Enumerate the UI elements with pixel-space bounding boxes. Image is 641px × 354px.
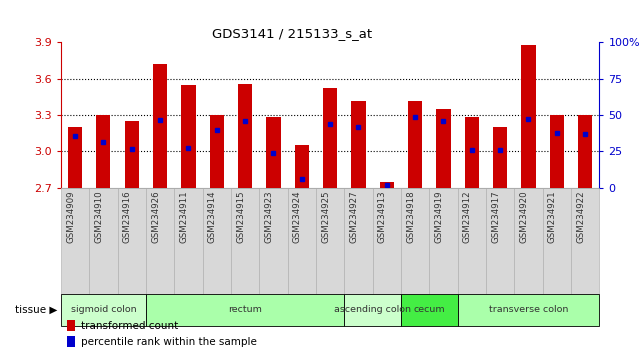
Bar [550, 115, 564, 188]
Bar [316, 188, 344, 294]
Bar [238, 84, 252, 188]
Bar [465, 118, 479, 188]
Text: GSM234912: GSM234912 [463, 191, 472, 244]
Bar [210, 115, 224, 188]
Bar [578, 115, 592, 188]
Bar [408, 101, 422, 188]
Bar [372, 188, 401, 294]
Bar [174, 188, 203, 294]
Bar [146, 188, 174, 294]
Text: GSM234917: GSM234917 [491, 191, 500, 244]
Bar [379, 182, 394, 188]
Title: GDS3141 / 215133_s_at: GDS3141 / 215133_s_at [212, 27, 372, 40]
Text: transverse colon: transverse colon [489, 305, 568, 314]
Text: GSM234918: GSM234918 [406, 191, 415, 244]
Bar [96, 115, 110, 188]
Text: GSM234914: GSM234914 [208, 191, 217, 244]
Bar [153, 64, 167, 188]
Text: GSM234926: GSM234926 [151, 191, 160, 244]
Text: GSM234922: GSM234922 [576, 191, 585, 244]
Text: GSM234913: GSM234913 [378, 191, 387, 244]
Bar [514, 188, 543, 294]
Bar [351, 101, 365, 188]
Bar [344, 294, 401, 326]
Bar [288, 188, 316, 294]
Text: rectum: rectum [228, 305, 262, 314]
Bar [259, 188, 288, 294]
Bar [295, 145, 309, 188]
Bar [401, 188, 429, 294]
Bar [61, 188, 89, 294]
Bar [493, 127, 507, 188]
Text: GSM234924: GSM234924 [293, 191, 302, 244]
Bar [543, 188, 571, 294]
Bar [231, 188, 259, 294]
Text: GSM234920: GSM234920 [519, 191, 528, 244]
Bar [571, 188, 599, 294]
Bar [458, 294, 599, 326]
Text: GSM234911: GSM234911 [179, 191, 188, 244]
Bar [267, 118, 281, 188]
Bar [67, 320, 75, 331]
Text: GSM234927: GSM234927 [349, 191, 358, 244]
Text: GSM234921: GSM234921 [548, 191, 557, 244]
Bar [437, 109, 451, 188]
Text: cecum: cecum [413, 305, 445, 314]
Bar [323, 88, 337, 188]
Bar [68, 127, 82, 188]
Text: GSM234910: GSM234910 [94, 191, 103, 244]
Bar [146, 294, 344, 326]
Bar [486, 188, 514, 294]
Bar [344, 188, 372, 294]
Bar [67, 336, 75, 347]
Text: percentile rank within the sample: percentile rank within the sample [81, 337, 257, 347]
Text: GSM234915: GSM234915 [236, 191, 245, 244]
Bar [521, 45, 536, 188]
Text: sigmoid colon: sigmoid colon [71, 305, 137, 314]
Text: GSM234919: GSM234919 [435, 191, 444, 243]
Bar [429, 188, 458, 294]
Text: GSM234916: GSM234916 [122, 191, 132, 244]
Bar [124, 121, 139, 188]
Bar [117, 188, 146, 294]
Text: GSM234923: GSM234923 [265, 191, 274, 244]
Text: transformed count: transformed count [81, 321, 179, 331]
Text: tissue ▶: tissue ▶ [15, 305, 58, 315]
Bar [89, 188, 117, 294]
Bar [458, 188, 486, 294]
Bar [61, 294, 146, 326]
Bar [203, 188, 231, 294]
Bar [181, 85, 196, 188]
Text: ascending colon: ascending colon [334, 305, 411, 314]
Text: GSM234909: GSM234909 [66, 191, 75, 243]
Text: GSM234925: GSM234925 [321, 191, 330, 244]
Bar [401, 294, 458, 326]
